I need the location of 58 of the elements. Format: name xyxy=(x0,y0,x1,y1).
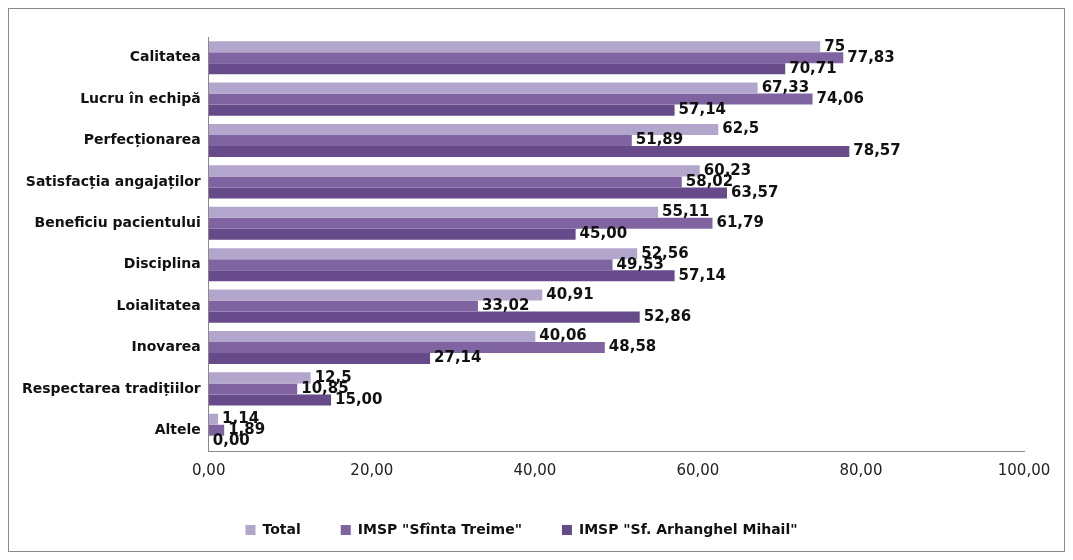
bar xyxy=(208,383,298,395)
data-label: 62,5 xyxy=(722,119,760,138)
bar xyxy=(208,394,332,406)
bar xyxy=(208,270,675,282)
data-label: 78,57 xyxy=(853,141,901,160)
data-label: 57,14 xyxy=(678,265,727,284)
data-label: 48,58 xyxy=(608,337,657,356)
data-label: 74,06 xyxy=(816,88,864,107)
y-tick-label: Respectarea tradițiilor xyxy=(21,379,201,397)
bar xyxy=(208,146,850,158)
bar xyxy=(208,82,758,94)
y-tick-label: Lucru în echipă xyxy=(80,89,201,106)
data-label: 75 xyxy=(824,36,846,55)
y-tick-label: Inovarea xyxy=(131,338,201,355)
bar xyxy=(208,228,576,240)
y-tick-label: Disciplina xyxy=(123,255,201,272)
data-label: 67,33 xyxy=(761,77,810,96)
bar xyxy=(208,300,478,312)
data-label: 40,06 xyxy=(539,326,587,345)
bar xyxy=(208,63,786,75)
bar xyxy=(208,176,682,188)
data-label: 61,79 xyxy=(716,213,764,232)
y-tick-label: Altele xyxy=(154,420,201,437)
legend-label: IMSP "Sfînta Treime" xyxy=(357,520,522,537)
data-label: 52,86 xyxy=(643,307,692,326)
y-tick-label: Beneficiu pacientului xyxy=(34,213,201,230)
data-label: 77,83 xyxy=(847,47,895,66)
bar xyxy=(208,41,821,53)
bar xyxy=(208,311,640,323)
data-label: 27,14 xyxy=(434,348,482,367)
data-label: 33,02 xyxy=(481,295,530,314)
x-tick-label: 40,00 xyxy=(513,460,557,479)
bar xyxy=(208,187,728,199)
y-tick-label: Satisfacția angajaților xyxy=(25,172,201,190)
data-label: 63,57 xyxy=(731,182,779,201)
x-tick-label: 100,00 xyxy=(997,460,1051,479)
data-label: 55,11 xyxy=(662,202,710,221)
y-tick-label: Calitatea xyxy=(129,48,201,65)
bar xyxy=(208,134,632,147)
data-label: 57,14 xyxy=(678,100,727,119)
x-tick-label: 0,00 xyxy=(192,460,226,479)
y-tick-label: Perfecționarea xyxy=(83,131,201,149)
bar xyxy=(208,330,536,342)
bar xyxy=(208,259,613,271)
x-tick-label: 80,00 xyxy=(839,460,883,479)
data-label: 40,91 xyxy=(546,284,594,303)
data-label: 70,71 xyxy=(789,58,837,77)
bar xyxy=(208,413,219,425)
x-tick-label: 60,00 xyxy=(676,460,720,479)
legend-label: IMSP "Sf. Arhanghel Mihail" xyxy=(578,520,798,537)
x-tick-label: 20,00 xyxy=(350,460,394,479)
y-tick-label: Loialitatea xyxy=(116,296,201,313)
data-label: 45,00 xyxy=(579,224,628,243)
data-label: 51,89 xyxy=(635,130,684,149)
legend-label: Total xyxy=(262,520,301,537)
bar xyxy=(208,206,659,218)
bar xyxy=(208,353,431,365)
bar xyxy=(208,104,675,116)
